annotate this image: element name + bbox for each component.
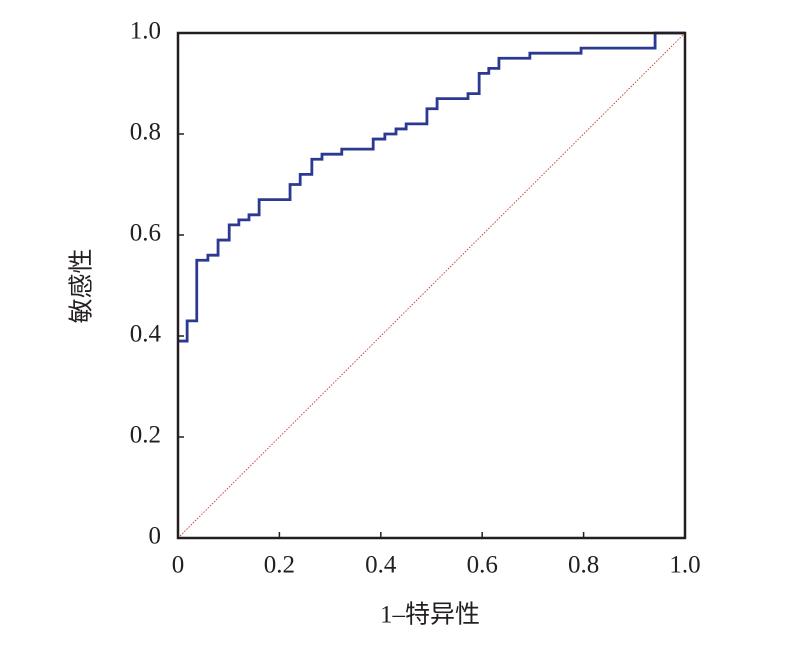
x-tick-label: 1.0 bbox=[669, 552, 700, 579]
y-axis-title: 敏感性 bbox=[68, 248, 96, 323]
x-axis-title: 1–特异性 bbox=[380, 601, 480, 629]
roc-curve bbox=[178, 31, 685, 343]
y-tick-label: 0 bbox=[149, 523, 162, 550]
x-tick-label: 0.2 bbox=[264, 552, 295, 579]
x-tick-label: 0 bbox=[172, 552, 185, 579]
y-tick-label: 0.2 bbox=[130, 422, 161, 449]
reference-line bbox=[177, 32, 686, 539]
x-tick-label: 0.4 bbox=[365, 552, 397, 579]
y-tick-label: 0.4 bbox=[130, 321, 162, 348]
x-tick-label: 0.6 bbox=[467, 552, 498, 579]
x-tick-label: 0.8 bbox=[568, 552, 599, 579]
plot-frame bbox=[176, 31, 687, 540]
y-tick-label: 0.8 bbox=[130, 119, 161, 146]
y-tick-label: 0.6 bbox=[130, 220, 161, 247]
y-tick-label: 1.0 bbox=[130, 18, 161, 45]
